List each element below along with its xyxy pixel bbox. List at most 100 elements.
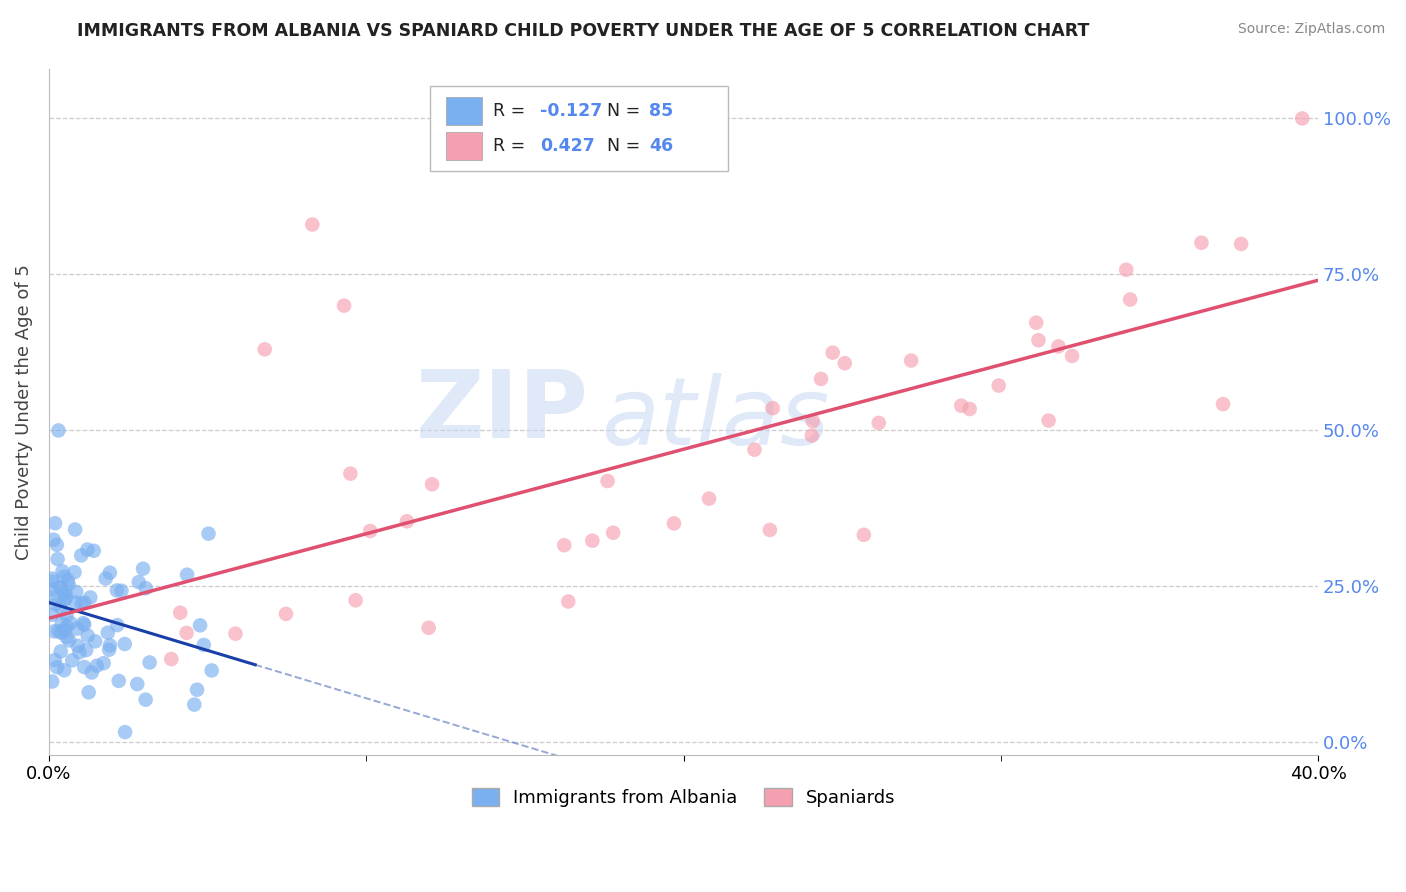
Point [1191, 235, 1213, 250]
Point [49, 599, 72, 614]
Point [73, 660, 96, 674]
Point [127, 677, 149, 691]
Point [51, 615, 73, 630]
Point [1119, 293, 1142, 307]
Point [662, 516, 685, 531]
Point [759, 523, 782, 537]
Point [45, 598, 67, 612]
Point [59, 615, 82, 630]
Point [581, 533, 603, 548]
Point [950, 399, 973, 413]
FancyBboxPatch shape [446, 132, 482, 160]
Point [105, 618, 128, 632]
Point [46, 552, 69, 566]
Point [135, 581, 157, 595]
Text: 0.427: 0.427 [540, 137, 595, 155]
Point [41, 574, 63, 589]
Point [72, 616, 94, 631]
Point [697, 491, 720, 506]
Point [53, 593, 76, 607]
Point [344, 593, 367, 607]
Y-axis label: Child Poverty Under the Age of 5: Child Poverty Under the Age of 5 [15, 264, 32, 559]
Point [53, 663, 76, 677]
Point [98, 638, 121, 652]
Point [810, 372, 832, 386]
Point [49, 625, 72, 640]
Point [418, 621, 440, 635]
Point [253, 343, 276, 357]
Point [183, 698, 205, 712]
Point [55, 586, 77, 600]
Text: atlas: atlas [600, 373, 830, 464]
Point [1060, 349, 1083, 363]
Text: 85: 85 [650, 103, 673, 120]
Point [79, 591, 101, 605]
Point [93, 656, 115, 670]
Point [188, 618, 211, 632]
Point [1028, 333, 1050, 347]
Point [114, 637, 136, 651]
Point [834, 356, 856, 370]
Point [107, 673, 129, 688]
Point [900, 353, 922, 368]
Text: R =: R = [494, 137, 531, 155]
Text: Source: ZipAtlas.com: Source: ZipAtlas.com [1237, 22, 1385, 37]
Point [52, 587, 75, 601]
Point [1047, 339, 1070, 353]
Point [193, 638, 215, 652]
Point [41, 591, 63, 605]
Point [1038, 413, 1060, 427]
Point [84, 634, 107, 648]
Point [58, 633, 80, 648]
Point [94, 572, 117, 586]
Text: 46: 46 [650, 137, 673, 155]
Point [53, 569, 76, 583]
Point [114, 725, 136, 739]
Point [301, 218, 323, 232]
Point [76, 542, 98, 557]
Point [41, 607, 63, 622]
Point [73, 617, 96, 632]
Point [55, 608, 77, 623]
Point [176, 567, 198, 582]
Point [1025, 316, 1047, 330]
FancyBboxPatch shape [430, 86, 728, 171]
Point [41, 582, 63, 597]
Point [42, 533, 65, 547]
Point [97, 625, 120, 640]
Point [132, 562, 155, 576]
Point [86, 658, 108, 673]
Text: -0.127: -0.127 [540, 103, 602, 120]
Point [55, 620, 77, 634]
Point [55, 591, 77, 606]
Point [801, 414, 824, 428]
Point [224, 626, 246, 640]
Point [274, 607, 297, 621]
Point [821, 345, 844, 359]
Point [1212, 397, 1234, 411]
Text: N =: N = [607, 103, 647, 120]
Point [44, 516, 66, 531]
Point [53, 623, 76, 637]
Point [46, 660, 69, 674]
Point [70, 597, 93, 611]
Point [49, 581, 72, 595]
Point [169, 606, 191, 620]
Point [55, 630, 77, 644]
Point [66, 622, 89, 636]
Point [56, 574, 79, 588]
Point [138, 656, 160, 670]
Point [553, 538, 575, 552]
Point [45, 538, 67, 552]
Point [49, 581, 72, 595]
Point [359, 524, 381, 538]
Point [41, 674, 63, 689]
Point [420, 477, 443, 491]
Point [762, 401, 785, 416]
Point [60, 653, 83, 667]
Point [744, 442, 766, 457]
Point [98, 566, 121, 580]
Point [63, 523, 86, 537]
Point [70, 549, 93, 563]
Point [67, 645, 90, 659]
